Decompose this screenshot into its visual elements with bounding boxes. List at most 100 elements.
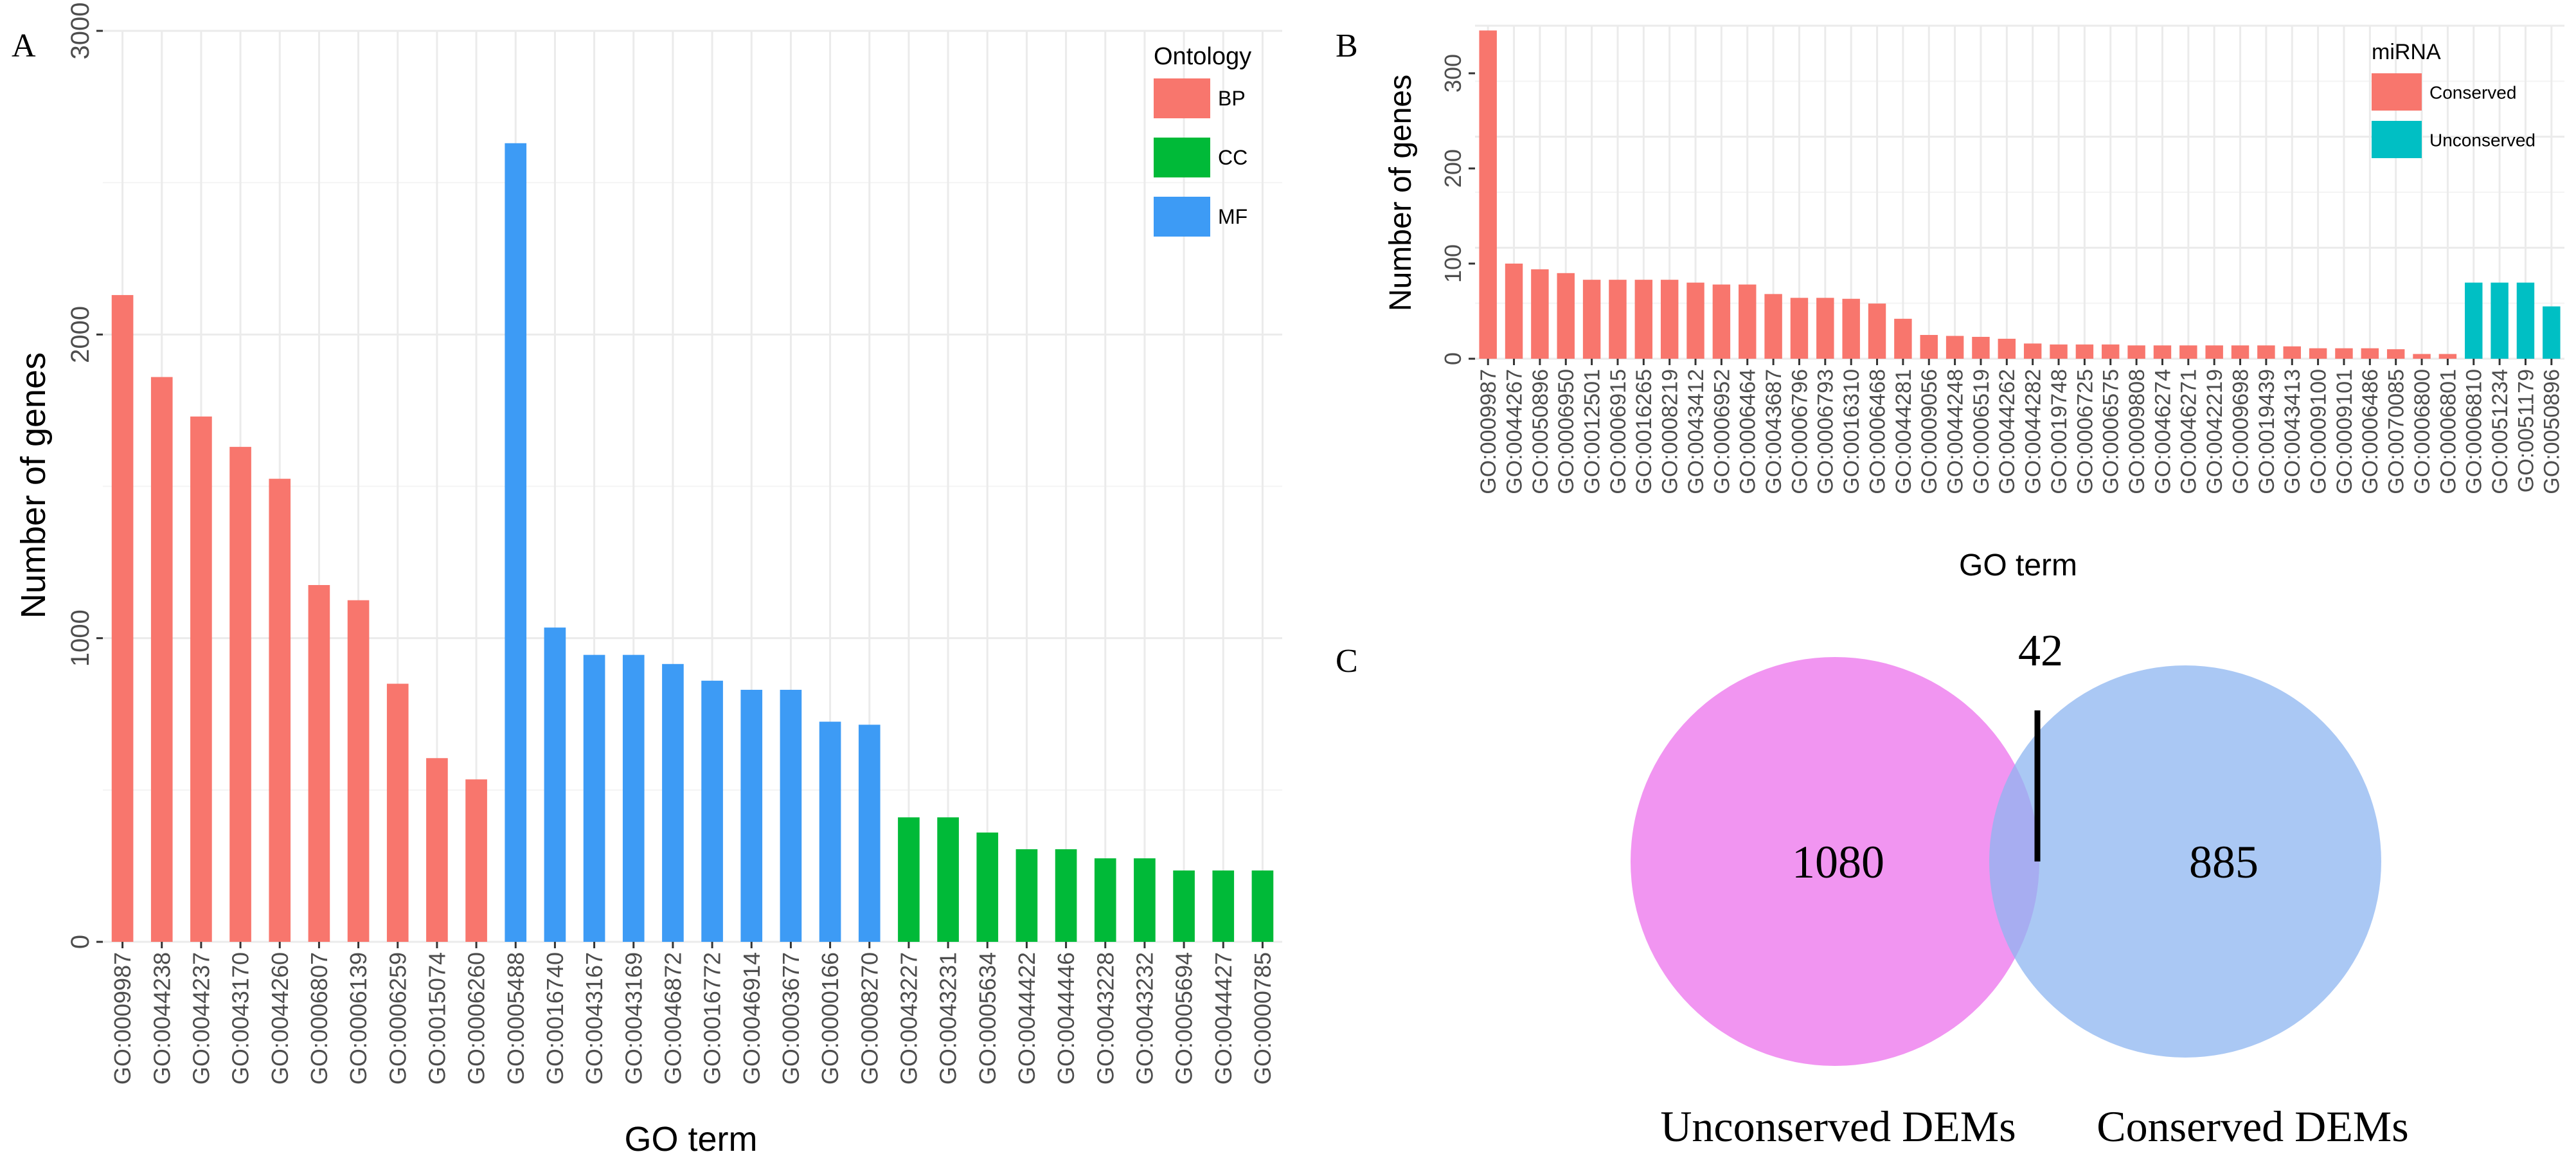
x-tick-label: GO:0005634 <box>974 952 1001 1085</box>
bar-GO:0009987 <box>111 294 134 942</box>
venn-conserved-only-count: 885 <box>2189 836 2258 888</box>
bar-GO:0009056 <box>1920 335 1938 359</box>
x-tick-label: GO:0006796 <box>1787 369 1812 494</box>
venn-circle-unconserved <box>1631 657 2039 1066</box>
bar-GO:0043232 <box>1134 858 1156 942</box>
bar-GO:0009808 <box>2127 345 2145 359</box>
bar-GO:0051179 <box>2516 282 2535 359</box>
bar-GO:0009101 <box>2335 348 2353 359</box>
x-tick-label: GO:0044282 <box>2021 369 2046 494</box>
x-tick-label: GO:0043167 <box>581 952 607 1085</box>
bar-GO:0000166 <box>819 721 841 942</box>
panel-c-label: C <box>1336 643 1358 680</box>
x-tick-label: GO:0009698 <box>2228 369 2253 494</box>
venn-unconserved-label: Unconserved DEMs <box>1660 1102 2016 1151</box>
x-tick-label: GO:0006807 <box>306 952 332 1085</box>
bar-GO:0009698 <box>2231 345 2250 359</box>
panel-a-legend: Ontology BP CC MF <box>1154 43 1251 237</box>
panel-a-ylabel: Number of genes <box>14 352 53 618</box>
bar-GO:0006464 <box>1739 284 1757 359</box>
bar-GO:0044267 <box>1505 264 1523 359</box>
bar-GO:0012501 <box>1582 280 1601 359</box>
bar-GO:0009100 <box>2309 348 2327 359</box>
bar-GO:0006793 <box>1816 298 1834 359</box>
bar-GO:0006575 <box>2102 344 2120 359</box>
y-tick-label: 300 <box>1440 54 1466 93</box>
x-tick-label: GO:0043228 <box>1092 952 1118 1085</box>
x-tick-label: GO:0070085 <box>2384 369 2409 494</box>
x-tick-label: GO:0009987 <box>1476 369 1501 494</box>
bar-GO:0043687 <box>1764 294 1782 359</box>
bar-GO:0044260 <box>269 478 291 942</box>
panel-a-bar-chart: A 0 1000 2000 3000 GO:0009987 GO:0044238 GO:0… <box>12 3 1283 1158</box>
x-tick-label: GO:0006915 <box>1606 369 1631 494</box>
bar-GO:0043413 <box>2283 346 2301 359</box>
bar-GO:0043227 <box>898 817 920 942</box>
y-tick-label: 3000 <box>66 3 94 60</box>
x-tick-label: GO:0006801 <box>2436 369 2460 494</box>
x-tick-label: GO:0006575 <box>2099 369 2124 494</box>
bar-GO:0006260 <box>465 779 487 942</box>
x-tick-label: GO:0006793 <box>1814 369 1838 494</box>
legend-label-mf: MF <box>1218 205 1248 228</box>
x-tick-label: GO:0046274 <box>2151 369 2175 494</box>
legend-label-unconserved: Unconserved <box>2429 130 2536 150</box>
x-tick-label: GO:0006486 <box>2358 369 2383 494</box>
legend-label-conserved: Conserved <box>2429 82 2516 102</box>
legend-key-cc <box>1154 138 1210 177</box>
venn-conserved-label: Conserved DEMs <box>2097 1102 2408 1151</box>
bar-GO:0006800 <box>2413 354 2431 359</box>
bar-GO:0006952 <box>1712 284 1731 359</box>
bar-GO:0006259 <box>386 683 409 942</box>
x-tick-label: GO:0009987 <box>109 952 136 1085</box>
x-tick-label: GO:0006952 <box>1710 369 1734 494</box>
x-tick-label: GO:0019748 <box>2047 369 2071 494</box>
x-tick-label: GO:0008219 <box>1658 369 1683 494</box>
x-tick-label: GO:0015074 <box>424 952 451 1085</box>
x-tick-label: GO:0019439 <box>2255 369 2279 494</box>
x-tick-label: GO:0043231 <box>935 952 962 1085</box>
bar-GO:0015074 <box>426 758 448 942</box>
bar-GO:0006807 <box>308 585 330 942</box>
x-tick-label: GO:0044260 <box>267 952 293 1085</box>
y-tick-label: 0 <box>66 935 94 949</box>
x-tick-label: GO:0043687 <box>1762 369 1786 494</box>
bar-GO:0046274 <box>2153 345 2172 359</box>
x-tick-label: GO:0012501 <box>1580 369 1605 494</box>
x-tick-label: GO:0005694 <box>1171 952 1197 1085</box>
legend-title: miRNA <box>2372 40 2441 64</box>
legend-key-conserved <box>2372 73 2422 111</box>
x-tick-label: GO:0009056 <box>1917 369 1942 494</box>
y-tick-label: 100 <box>1440 244 1466 283</box>
bar-GO:0044446 <box>1055 849 1077 942</box>
bar-GO:0044248 <box>1945 336 1964 359</box>
x-tick-label: GO:0016740 <box>542 952 568 1085</box>
x-tick-label: GO:0043412 <box>1684 369 1708 494</box>
legend-key-mf <box>1154 197 1210 237</box>
x-tick-label: GO:0000166 <box>817 952 843 1085</box>
x-tick-label: GO:0000785 <box>1249 952 1276 1085</box>
bar-GO:0006796 <box>1790 298 1809 359</box>
x-tick-label: GO:0006260 <box>463 952 490 1085</box>
x-tick-label: GO:0044262 <box>1995 369 2019 494</box>
y-tick-label: 1000 <box>66 609 94 667</box>
bar-GO:0046271 <box>2179 345 2197 359</box>
x-tick-label: GO:0044267 <box>1502 369 1526 494</box>
x-tick-label: GO:0043169 <box>620 952 647 1085</box>
x-tick-label: GO:0006519 <box>1969 369 1994 494</box>
x-tick-label: GO:0006139 <box>345 952 371 1085</box>
legend-title: Ontology <box>1154 43 1251 70</box>
bar-GO:0016772 <box>701 680 723 942</box>
venn-intersection-count: 42 <box>2018 626 2063 676</box>
bar-GO:0044282 <box>2023 343 2042 359</box>
x-tick-label: GO:0006725 <box>2073 369 2097 494</box>
bar-GO:0006519 <box>1972 336 1990 359</box>
x-tick-label: GO:0044237 <box>188 952 215 1085</box>
legend-key-bp <box>1154 78 1210 118</box>
x-tick-label: GO:0044248 <box>1944 369 1968 494</box>
x-tick-label: GO:0009808 <box>2125 369 2149 494</box>
x-tick-label: GO:0009101 <box>2332 369 2357 494</box>
bar-GO:0008219 <box>1660 280 1679 359</box>
x-tick-label: GO:0044422 <box>1014 952 1040 1085</box>
